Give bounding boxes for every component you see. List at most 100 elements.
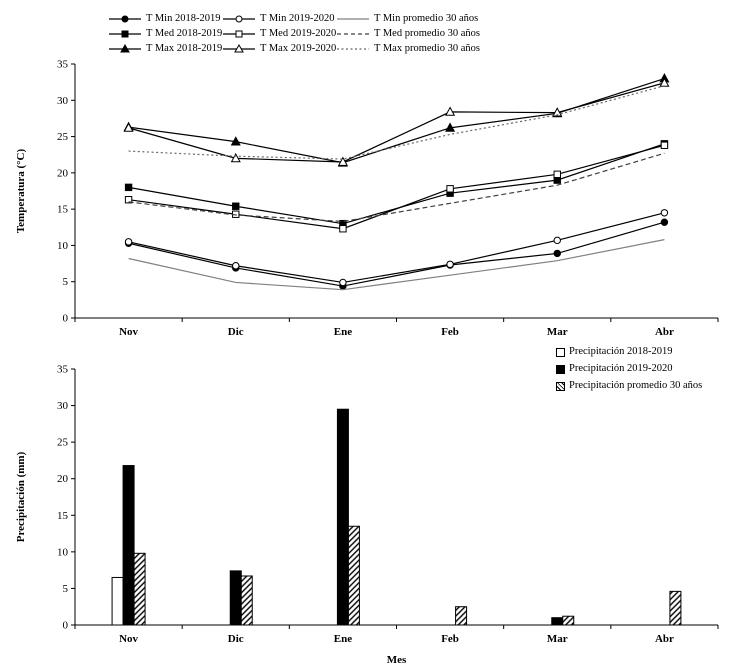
series-line: [128, 152, 665, 223]
y-tick-label: 30: [57, 400, 69, 412]
data-point: [446, 260, 454, 268]
black-bar-swatch-icon: [556, 364, 565, 374]
legend-label: T Max promedio 30 años: [374, 42, 480, 54]
legend-item-precip-2019-2020: Precipitación 2019-2020: [556, 362, 702, 376]
x-tick-label: Mar: [547, 633, 568, 645]
x-tick-label: Abr: [655, 633, 674, 645]
data-point: [123, 122, 134, 132]
series-line: [128, 85, 665, 160]
bar: [455, 606, 468, 626]
data-point: [232, 262, 240, 270]
legend-label: Precipitación promedio 30 años: [569, 379, 703, 391]
white-bar-swatch-icon: [556, 347, 565, 357]
data-point: [445, 106, 456, 116]
x-tick-label: Mar: [547, 326, 568, 335]
bar: [229, 570, 242, 626]
legend-item-tmax-promedio: T Max promedio 30 años: [336, 42, 480, 56]
x-tick-label: Nov: [119, 633, 138, 645]
filled-square-marker-icon: [109, 30, 141, 38]
bar: [336, 408, 349, 626]
legend-item-precip-2018-2019: Precipitación 2018-2019: [556, 345, 702, 359]
legend-label: T Min 2019-2020: [260, 12, 335, 24]
precipitation-plot: 0 5 10 15 20 25 30 35 Nov Dic Ene Feb Mar Abr Precipit…: [15, 364, 719, 666]
data-point: [124, 183, 133, 192]
data-point: [553, 236, 561, 245]
legend-item-tmin-2019-2020: T Min 2019-2020: [222, 12, 336, 26]
bar: [669, 590, 682, 626]
y-tick-label: 25: [57, 437, 69, 449]
data-point: [339, 225, 347, 233]
bar: [111, 576, 124, 626]
data-point: [660, 218, 669, 226]
open-triangle-marker-icon: [223, 44, 255, 53]
series-line: [128, 239, 665, 291]
series-line: [128, 144, 665, 230]
data-point: [552, 107, 563, 117]
data-point: [124, 196, 133, 204]
legend-label: T Med promedio 30 años: [374, 27, 480, 39]
y-tick-label: 10: [57, 240, 69, 252]
data-point: [339, 278, 347, 287]
axes: 0 5 10 15 20 25 30 35 Nov Dic Ene Feb Mar Abr Precipit…: [15, 364, 719, 666]
x-tick-label: Nov: [119, 326, 138, 335]
y-tick-label: 5: [63, 583, 69, 595]
legend-item-tmax-2018-2019: T Max 2018-2019: [108, 42, 222, 56]
legend-label: Precipitación 2018-2019: [569, 345, 673, 357]
filled-triangle-marker-icon: [109, 44, 141, 53]
temperature-legend: T Min 2018-2019 T Min 2019-2020 T Min pr…: [108, 12, 480, 56]
x-tick-label: Feb: [441, 633, 459, 645]
axes: 0 5 10 15 20 25 30 35 Nov Dic Ene Feb Mar Abr Temperat…: [15, 59, 719, 335]
bar: [562, 615, 575, 626]
y-tick-label: 0: [63, 620, 69, 632]
data-point: [660, 141, 669, 149]
series-line: [128, 221, 665, 287]
y-tick-label: 20: [57, 473, 69, 485]
legend-label: T Med 2018-2019: [146, 27, 223, 39]
bar-series: [111, 408, 682, 626]
data-point: [337, 156, 348, 166]
data-point: [124, 238, 133, 246]
y-tick-label: 30: [57, 95, 69, 107]
legend-label: T Min promedio 30 años: [374, 12, 479, 24]
filled-circle-marker-icon: [109, 15, 141, 23]
y-tick-label: 35: [57, 59, 69, 71]
y-tick-label: 15: [57, 510, 69, 522]
y-axis-title: Temperatura (°C): [15, 148, 27, 233]
data-point: [445, 122, 456, 132]
y-tick-label: 35: [57, 364, 69, 376]
data-point: [230, 136, 241, 146]
x-tick-label: Ene: [334, 326, 352, 335]
x-tick-label: Abr: [655, 326, 674, 335]
legend-item-tmed-2018-2019: T Med 2018-2019: [108, 27, 222, 41]
y-tick-label: 25: [57, 131, 69, 143]
series-line: [128, 82, 665, 163]
legend-item-tmed-2019-2020: T Med 2019-2020: [222, 27, 336, 41]
y-tick-label: 20: [57, 167, 69, 179]
y-tick-label: 10: [57, 546, 69, 558]
bar: [347, 525, 360, 626]
legend-item-tmin-promedio: T Min promedio 30 años: [336, 12, 480, 26]
legend-item-tmin-2018-2019: T Min 2018-2019: [108, 12, 222, 26]
legend-label: T Max 2019-2020: [260, 42, 337, 54]
dotted-line-marker-icon: [337, 48, 369, 50]
x-tick-label: Dic: [228, 326, 244, 335]
legend-label: T Med 2019-2020: [260, 27, 337, 39]
legend-label: T Min 2018-2019: [146, 12, 221, 24]
x-tick-label: Feb: [441, 326, 459, 335]
data-point: [553, 170, 561, 179]
hatched-bar-swatch-icon: [556, 381, 565, 391]
x-tick-label: Ene: [334, 633, 352, 645]
bar: [240, 575, 253, 626]
solid-line-marker-icon: [337, 18, 369, 20]
data-point: [660, 209, 669, 217]
legend-label: Precipitación 2019-2020: [569, 362, 673, 374]
series-line: [128, 212, 665, 284]
legend-label: T Max 2018-2019: [146, 42, 223, 54]
data-point: [446, 185, 454, 193]
precipitation-legend: Precipitación 2018-2019 Precipitación 20…: [556, 345, 702, 393]
precipitation-chart: Precipitación 2018-2019 Precipitación 20…: [0, 335, 751, 667]
line-series: [123, 73, 670, 291]
x-tick-label: Dic: [228, 633, 244, 645]
open-square-marker-icon: [223, 30, 255, 38]
